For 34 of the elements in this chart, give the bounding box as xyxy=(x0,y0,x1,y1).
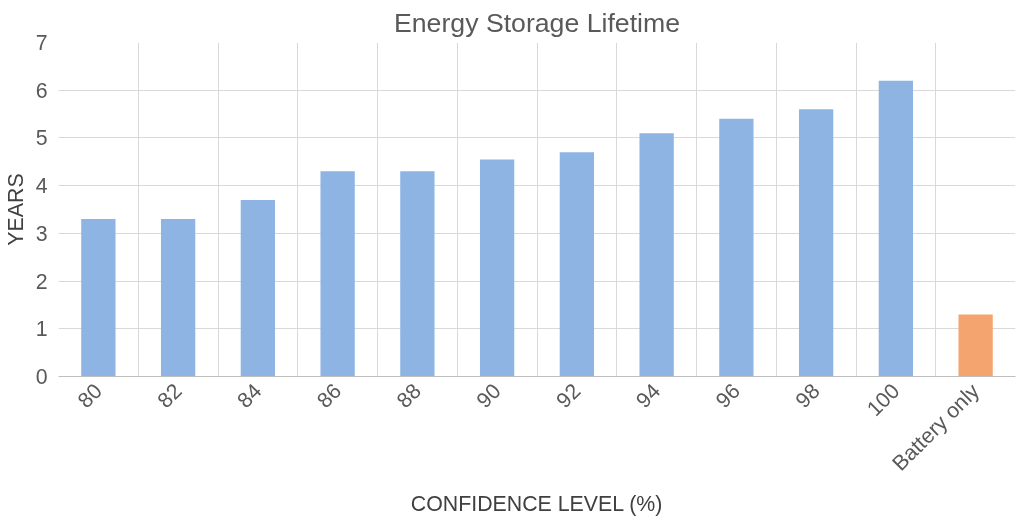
x-tick-label: 94 xyxy=(631,378,666,413)
bar xyxy=(798,109,834,377)
x-tick-label: 80 xyxy=(73,378,107,413)
x-tick-label: 84 xyxy=(232,378,267,413)
y-tick-label: 7 xyxy=(35,31,48,55)
bar xyxy=(639,133,674,377)
bar xyxy=(719,118,754,377)
bar xyxy=(878,80,914,377)
bar xyxy=(400,171,435,377)
y-axis-title: YEARS xyxy=(3,173,28,246)
x-tick-label: 98 xyxy=(790,379,825,413)
x-tick-label: 82 xyxy=(152,379,187,413)
bar xyxy=(320,171,355,377)
y-tick-label: 3 xyxy=(35,221,48,246)
y-tick-label: 5 xyxy=(35,126,48,151)
x-tick-label: 96 xyxy=(711,379,745,413)
bar xyxy=(958,314,993,377)
y-tick-label: 2 xyxy=(35,269,48,294)
y-tick-label: 6 xyxy=(35,78,48,103)
y-tick-label: 1 xyxy=(35,317,48,342)
bar xyxy=(240,199,276,377)
x-axis-title: CONFIDENCE LEVEL (%) xyxy=(410,492,663,517)
bar xyxy=(81,219,116,377)
x-tick-label: 86 xyxy=(312,379,347,413)
bar xyxy=(160,219,196,377)
y-tick-label: 0 xyxy=(35,365,48,389)
y-tick-label: 4 xyxy=(35,174,48,199)
x-tick-label: 90 xyxy=(471,378,506,413)
chart-title: Energy Storage Lifetime xyxy=(394,7,680,38)
x-tick-label: 88 xyxy=(392,379,426,413)
bar xyxy=(479,159,515,377)
x-tick-label: 92 xyxy=(551,379,586,413)
bar xyxy=(559,152,595,377)
x-tick-label: 100 xyxy=(862,378,905,422)
